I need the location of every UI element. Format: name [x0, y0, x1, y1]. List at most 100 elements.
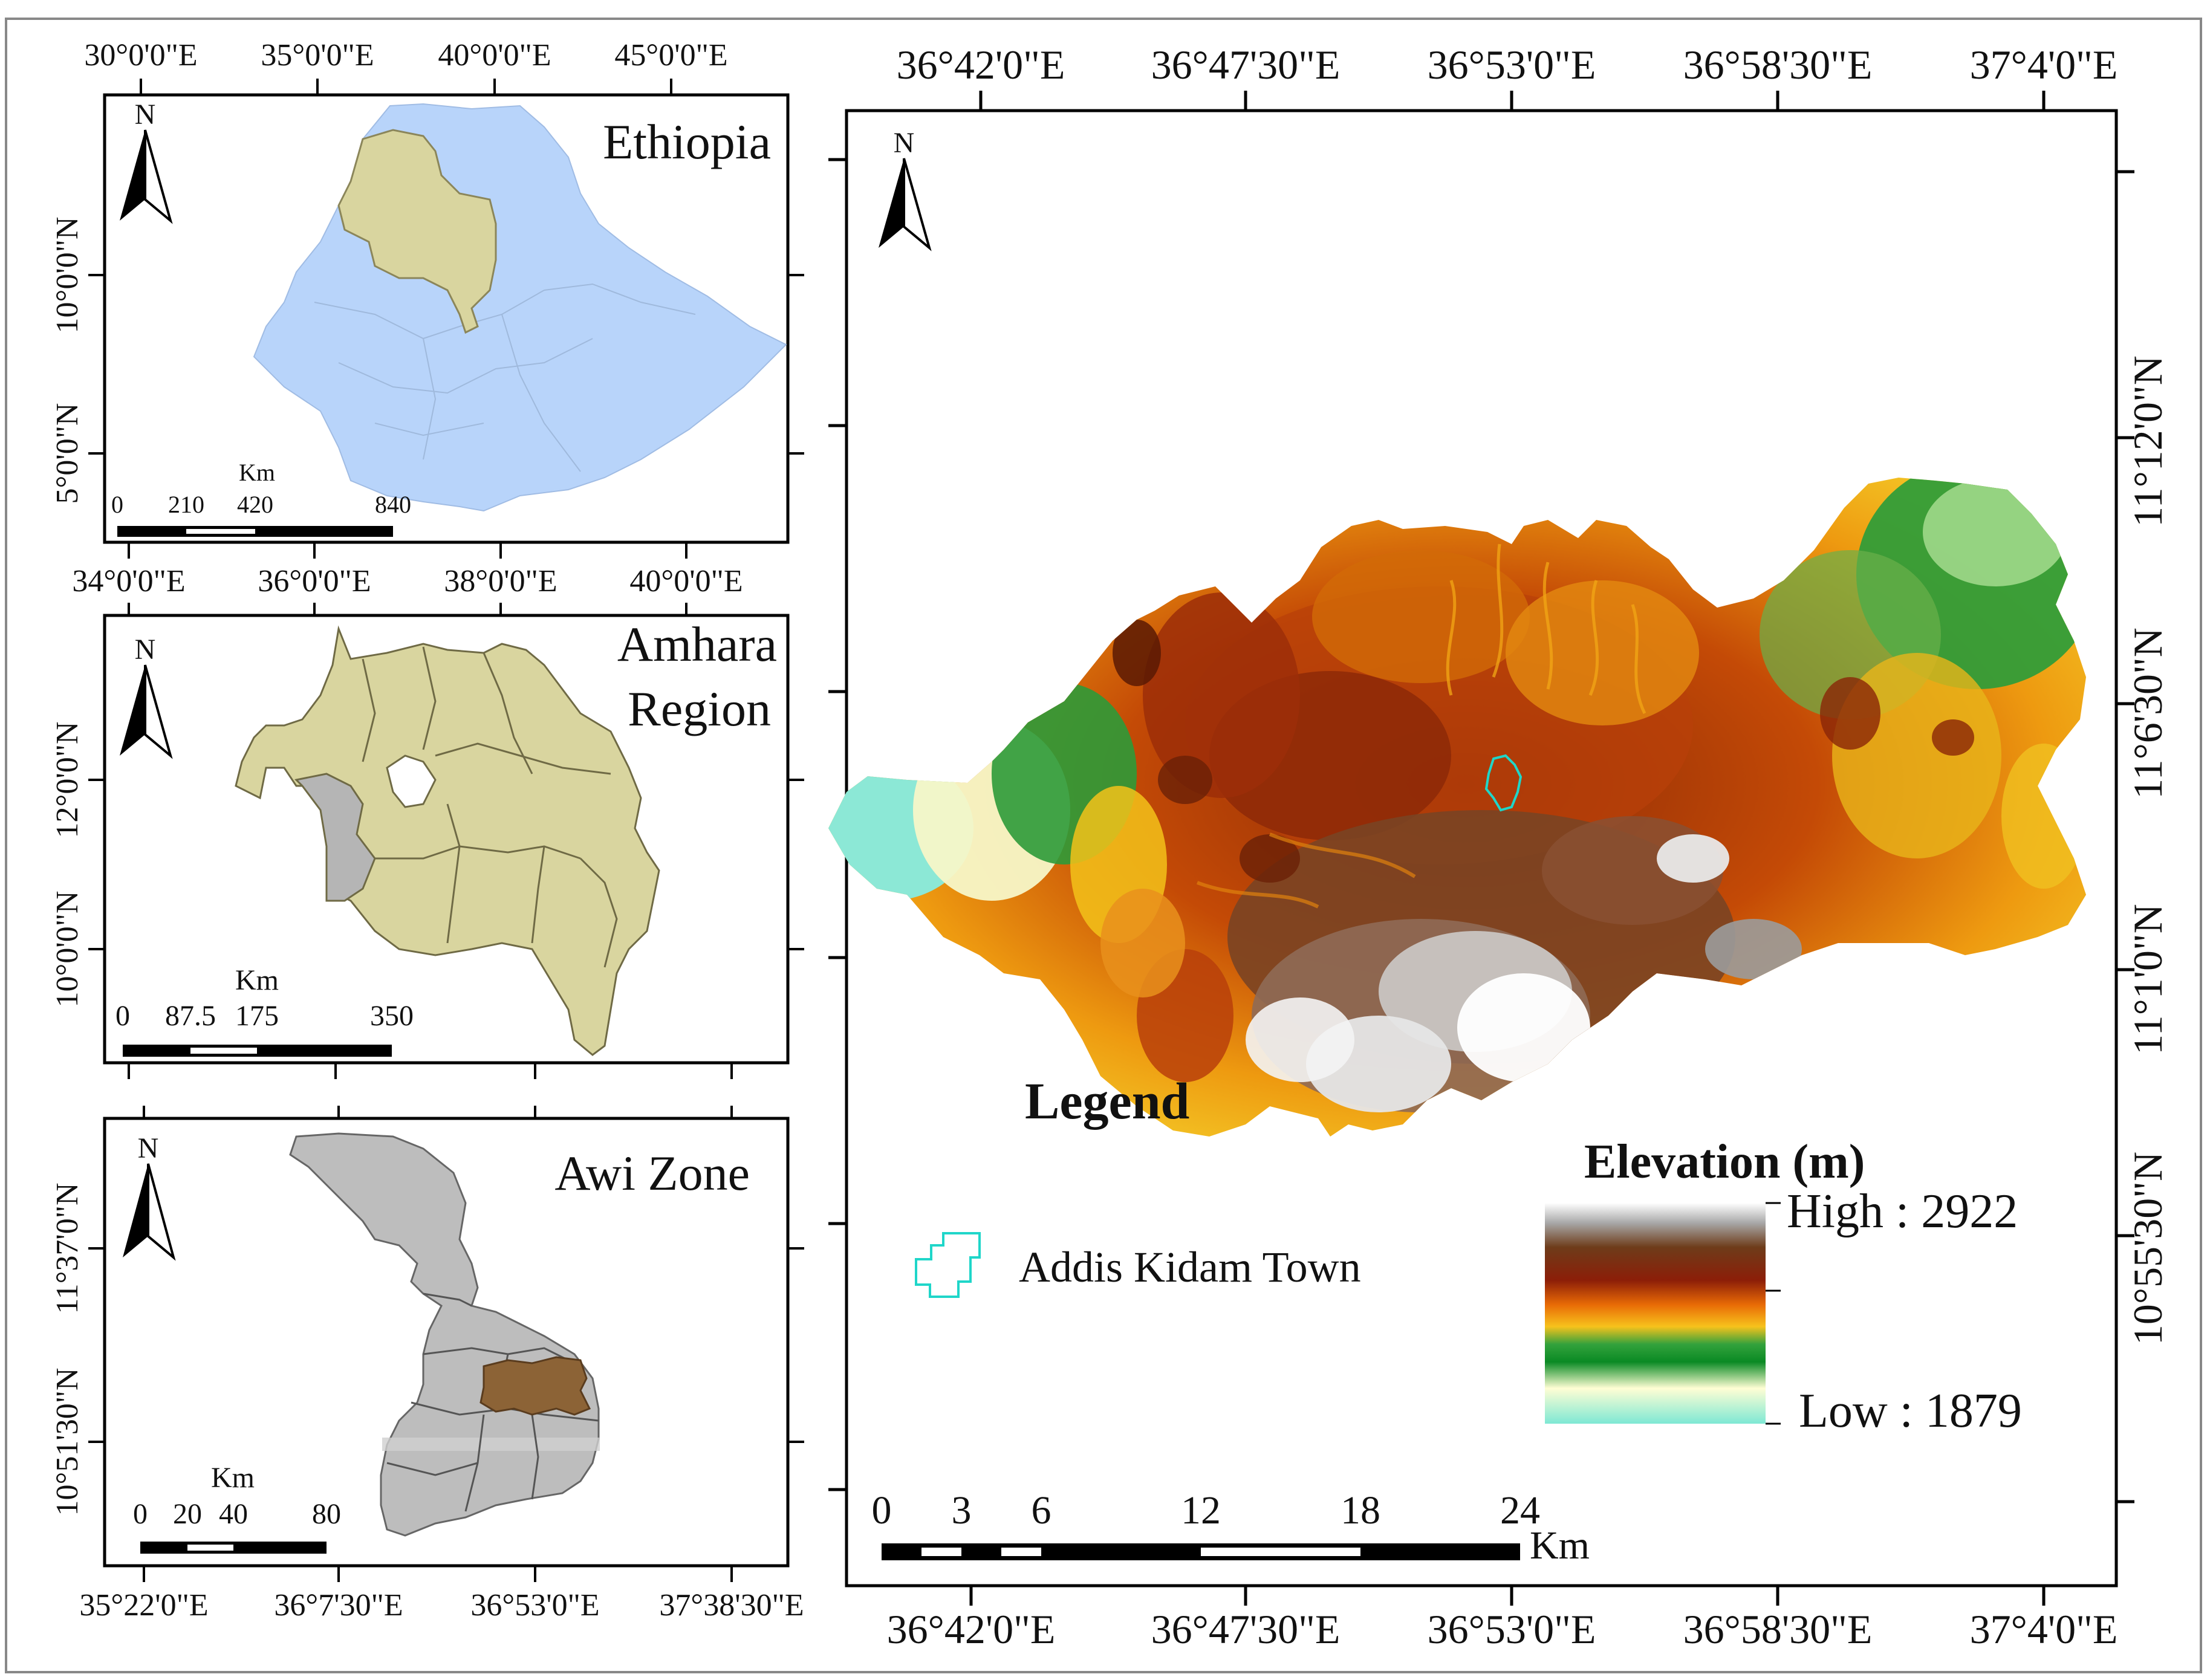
north-arrow-icon [120, 665, 145, 756]
bottom-tick-label: 38°0'0"E [444, 564, 557, 598]
ethiopia-scale-bar: Km 0 210 420 840 [111, 459, 411, 537]
scale-unit: Km [235, 964, 279, 996]
amhara-region-shape [235, 625, 660, 1056]
scale-label: 175 [235, 1000, 279, 1032]
amhara-lake-tana [386, 754, 437, 808]
bottom-tick-label: 40°0'0"E [629, 564, 743, 598]
north-arrow: N [879, 127, 932, 251]
amhara-region-highlight [337, 129, 497, 334]
bottom-tick-label: 37°4'0"E [1970, 1606, 2118, 1652]
bottom-tick-label: 36°0'0"E [258, 564, 371, 598]
right-tick-label: 11°12'0"N [2125, 355, 2171, 527]
awi-inset: Awi Zone N Km 0 20 40 80 [50, 1106, 804, 1623]
awi-title: Awi Zone [554, 1146, 750, 1201]
top-tick-label: 45°0'0"E [614, 38, 727, 73]
elevation-high-label: High : 2922 [1787, 1185, 2018, 1238]
ethiopia-graticule-ticks [88, 79, 804, 559]
scale-label: 0 [133, 1498, 148, 1530]
ethiopia-inset: Ethiopia N Km 0 210 420 840 [50, 38, 804, 598]
right-tick-label: 11°6'30"N [2125, 628, 2171, 799]
awi-scale-bar: Km 0 20 40 80 [133, 1462, 341, 1554]
amhara-scale-bar: Km 0 87.5 175 350 [115, 964, 414, 1057]
awi-graticule-ticks [88, 1106, 804, 1582]
town-legend-label: Addis Kidam Town [1019, 1243, 1361, 1291]
scale-label: 210 [168, 491, 204, 518]
ethiopia-title: Ethiopia [603, 114, 771, 169]
scale-label: 0 [115, 1000, 130, 1032]
scale-label: 20 [173, 1498, 202, 1530]
map-legend: Legend Addis Kidam Town Elevation (m) Hi… [915, 1072, 2022, 1438]
figure-frame [5, 18, 2202, 1673]
right-tick-label: 10°55'30"N [2125, 1152, 2171, 1345]
elevation-color-ramp [1545, 1203, 1766, 1424]
top-tick-label: 37°4'0"E [1970, 42, 2118, 88]
elevation-legend-title: Elevation (m) [1584, 1135, 1865, 1189]
awi-zone-shape [289, 1132, 600, 1537]
right-tick-label: 11°1'0"N [2125, 904, 2171, 1055]
scale-label: 18 [1341, 1488, 1380, 1532]
scale-label: 12 [1181, 1488, 1221, 1532]
addis-kidam-town-boundary [1484, 754, 1523, 812]
north-arrow-icon [120, 130, 145, 221]
left-tick-label: 12°0'0"N [50, 722, 85, 838]
scale-label: 87.5 [165, 1000, 216, 1032]
north-arrow-label: N [138, 1132, 159, 1164]
scale-label: 80 [312, 1498, 341, 1530]
bottom-tick-label: 35°22'0"E [79, 1588, 208, 1623]
awi-zone-highlight [294, 773, 376, 902]
scale-unit: Km [239, 459, 275, 486]
scale-label: 6 [1032, 1488, 1051, 1532]
scale-label: 40 [219, 1498, 248, 1530]
north-arrow-label: N [135, 99, 156, 131]
amhara-inset: Amhara Region N Km 0 87.5 175 350 [50, 603, 804, 1079]
awi-light-band [382, 1438, 600, 1451]
north-arrow-label: N [135, 634, 156, 666]
top-tick-label: 36°58'30"E [1683, 42, 1873, 88]
amhara-zone-boundaries [362, 646, 618, 968]
bottom-tick-label: 36°7'30"E [274, 1588, 403, 1623]
scale-unit: Km [211, 1462, 255, 1494]
ethiopia-internal-boundaries [314, 283, 696, 472]
top-tick-label: 36°47'30"E [1151, 42, 1341, 88]
study-area-highlight [479, 1356, 591, 1416]
left-tick-label: 10°0'0"N [50, 891, 85, 1008]
scale-label: 420 [237, 491, 273, 518]
bottom-tick-label: 34°0'0"E [72, 564, 185, 598]
bottom-tick-label: 36°58'30"E [1683, 1606, 1873, 1652]
north-arrow-icon [879, 158, 904, 248]
scale-label: 0 [872, 1488, 892, 1532]
amhara-graticule-ticks [88, 603, 804, 1079]
amhara-title-line1: Amhara [617, 617, 777, 672]
bottom-tick-label: 36°53'0"E [470, 1588, 599, 1623]
bottom-tick-label: 36°47'30"E [1151, 1606, 1341, 1652]
town-legend-symbol [915, 1232, 981, 1298]
amhara-title-line2: Region [628, 681, 771, 736]
scale-unit: Km [1530, 1523, 1590, 1568]
top-tick-label: 36°53'0"E [1428, 42, 1596, 88]
scale-label: 350 [370, 1000, 414, 1032]
main-graticule-ticks [828, 91, 2134, 1606]
left-tick-label: 5°0'0"N [50, 403, 85, 504]
top-tick-label: 35°0'0"E [261, 38, 374, 73]
left-tick-label: 11°37'0"N [50, 1182, 85, 1314]
north-arrow-label: N [894, 127, 915, 159]
scale-label: 3 [952, 1488, 972, 1532]
north-arrow: N [120, 634, 173, 759]
main-scale-bar: 0 3 6 12 18 24 Km [872, 1488, 1590, 1568]
north-arrow: N [120, 99, 173, 224]
top-tick-label: 36°42'0"E [897, 42, 1065, 88]
legend-title: Legend [1025, 1072, 1189, 1130]
scale-label: 0 [111, 491, 123, 518]
bottom-tick-label: 36°53'0"E [1428, 1606, 1596, 1652]
left-tick-label: 10°0'0"N [50, 217, 85, 334]
top-tick-label: 30°0'0"E [84, 38, 197, 73]
left-tick-label: 10°51'30"N [50, 1368, 85, 1516]
north-arrow-icon [123, 1164, 148, 1257]
north-arrow: N [123, 1132, 176, 1261]
main-elevation-map: N Legend Addis Kidam Town Elevation (m) … [828, 42, 2171, 1652]
scale-label: 24 [1500, 1488, 1540, 1532]
scale-label: 840 [375, 491, 411, 518]
top-tick-label: 40°0'0"E [438, 38, 551, 73]
elevation-low-label: Low : 1879 [1799, 1384, 2022, 1438]
bottom-tick-label: 37°38'30"E [659, 1588, 804, 1623]
